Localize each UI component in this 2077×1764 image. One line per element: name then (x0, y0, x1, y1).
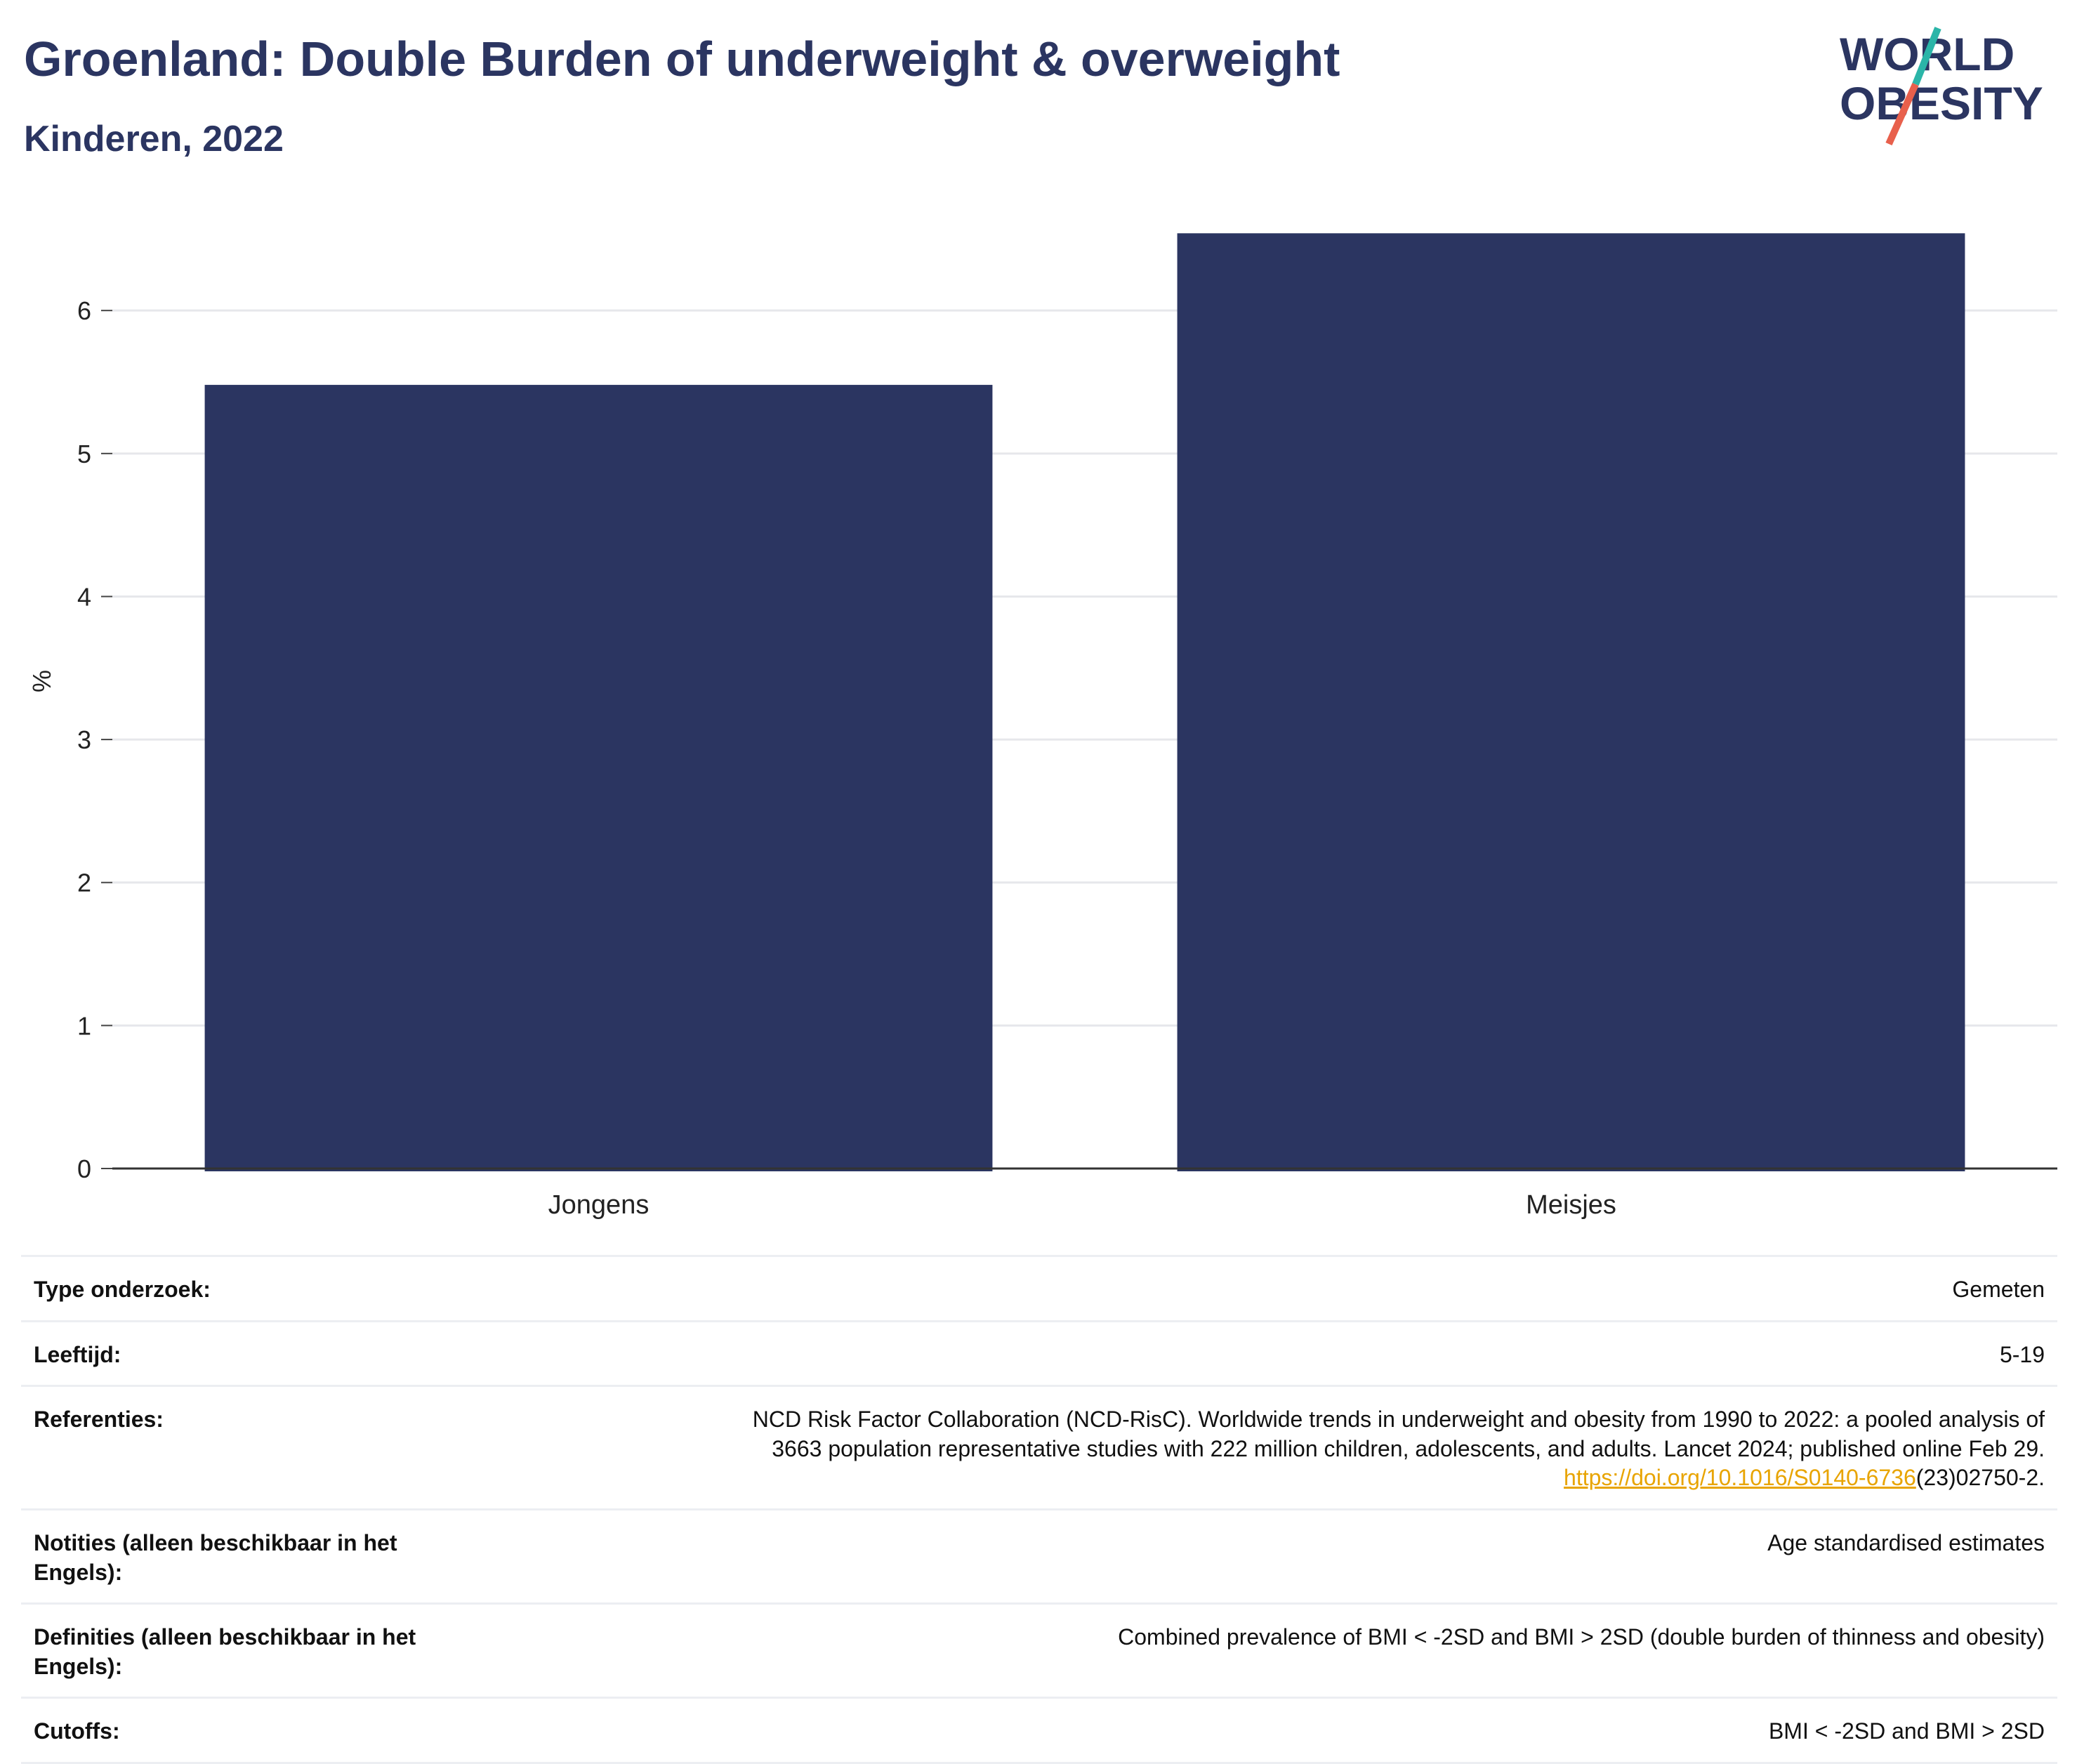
world-obesity-logo: WORLD OBESITY (1840, 27, 2043, 146)
doi-suffix: (23)02750-2. (1916, 1465, 2045, 1491)
y-tick-label: 2 (77, 869, 91, 897)
y-tick-label: 5 (77, 440, 91, 468)
y-tick-label: 3 (77, 725, 91, 754)
info-value-references: NCD Risk Factor Collaboration (NCD-RisC)… (482, 1386, 2057, 1510)
table-row: Definities (alleen beschikbaar in het En… (21, 1603, 2057, 1698)
info-label-definitions: Definities (alleen beschikbaar in het En… (34, 1624, 416, 1679)
reference-line-1: NCD Risk Factor Collaboration (NCD-RisC)… (752, 1407, 2045, 1433)
table-row: Type onderzoek: Gemeten (21, 1256, 2057, 1322)
page-title: Groenland: Double Burden of underweight … (24, 32, 1340, 86)
y-tick-label: 0 (77, 1154, 91, 1183)
info-label-references: Referenties: (34, 1407, 164, 1433)
info-label-notes: Notities (alleen beschikbaar in het Enge… (34, 1529, 397, 1585)
axes: 0 1 2 3 4 5 6 Jongens Meisjes (77, 296, 2057, 1220)
table-row: Referenties: NCD Risk Factor Collaborati… (21, 1385, 2057, 1510)
table-row: Cutoffs: BMI < -2SD and BMI > 2SD (21, 1697, 2057, 1763)
bar-jongens[interactable] (204, 385, 993, 1171)
page-subtitle: Kinderen, 2022 (24, 119, 284, 159)
info-value-notes: Age standardised estimates (1767, 1529, 2045, 1555)
reference-line-3: https://doi.org/10.1016/S0140-6736(23)02… (494, 1463, 2045, 1493)
y-tick-label: 6 (77, 296, 91, 325)
bar-chart: 0 1 2 3 4 5 6 Jongens Meisjes % (27, 233, 2057, 1220)
y-tick-label: 4 (77, 582, 91, 611)
info-value-definitions: Combined prevalence of BMI < -2SD and BM… (1118, 1624, 2045, 1650)
table-row: Notities (alleen beschikbaar in het Enge… (21, 1509, 2057, 1603)
table-row: Leeftijd: 5-19 (21, 1321, 2057, 1386)
info-value-type: Gemeten (1952, 1277, 2045, 1302)
doi-link[interactable]: https://doi.org/10.1016/S0140-6736 (1564, 1465, 1916, 1491)
info-value-cutoffs: BMI < -2SD and BMI > 2SD (1768, 1718, 2045, 1744)
info-label-age: Leeftijd: (34, 1341, 121, 1367)
info-value-age: 5-19 (1999, 1341, 2045, 1367)
bars (204, 233, 1965, 1172)
info-table: Type onderzoek: Gemeten Leeftijd: 5-19 R… (21, 1255, 2057, 1764)
y-axis-label: % (27, 670, 56, 692)
info-label-cutoffs: Cutoffs: (34, 1718, 120, 1744)
logo-line2: OBESITY (1840, 77, 2043, 129)
x-tick-label: Meisjes (1526, 1190, 1616, 1220)
bar-meisjes[interactable] (1177, 233, 1965, 1172)
x-tick-label: Jongens (548, 1190, 650, 1220)
reference-line-2: 3663 population representative studies w… (772, 1435, 2045, 1461)
info-label-type: Type onderzoek: (34, 1277, 211, 1302)
y-tick-label: 1 (77, 1011, 91, 1040)
